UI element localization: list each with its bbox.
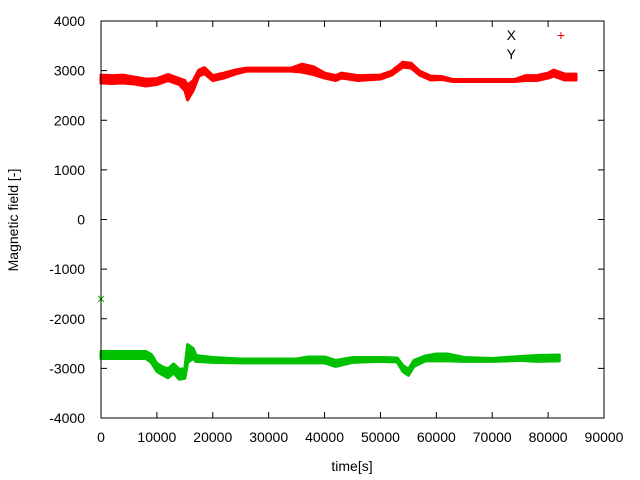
series-band-x bbox=[99, 60, 578, 102]
plot-marks bbox=[97, 60, 578, 381]
x-axis-label: time[s] bbox=[331, 458, 372, 474]
x-tick-label: 30000 bbox=[249, 429, 288, 445]
x-tick-label: 0 bbox=[97, 429, 105, 445]
y-tick-label: 1000 bbox=[54, 162, 85, 178]
y-tick-label: -3000 bbox=[49, 360, 85, 376]
x-tick-label: 40000 bbox=[305, 429, 344, 445]
y-tick-label: 0 bbox=[77, 212, 85, 228]
y-axis-label: Magnetic field [-] bbox=[5, 169, 21, 272]
axis-ticks: 0 10000 20000 30000 40000 50000 60000 70000 8000… bbox=[49, 13, 623, 445]
y-tick-label: 2000 bbox=[54, 112, 85, 128]
y-tick-label: -1000 bbox=[49, 261, 85, 277]
x-tick-label: 60000 bbox=[417, 429, 456, 445]
y-tick-label: 4000 bbox=[54, 13, 85, 29]
y-tick-label: -2000 bbox=[49, 311, 85, 327]
x-tick-label: 70000 bbox=[473, 429, 512, 445]
y-tick-label: -4000 bbox=[49, 410, 85, 426]
series-band-y bbox=[99, 343, 561, 381]
x-tick-label: 80000 bbox=[529, 429, 568, 445]
x-tick-label: 10000 bbox=[137, 429, 176, 445]
x-tick-label: 20000 bbox=[193, 429, 232, 445]
legend-label-y: Y bbox=[507, 46, 517, 62]
legend-marker-x: + bbox=[557, 27, 565, 43]
y-tick-label: 3000 bbox=[54, 63, 85, 79]
legend-label-x: X bbox=[507, 27, 517, 43]
x-tick-label: 90000 bbox=[585, 429, 624, 445]
x-tick-label: 50000 bbox=[361, 429, 400, 445]
